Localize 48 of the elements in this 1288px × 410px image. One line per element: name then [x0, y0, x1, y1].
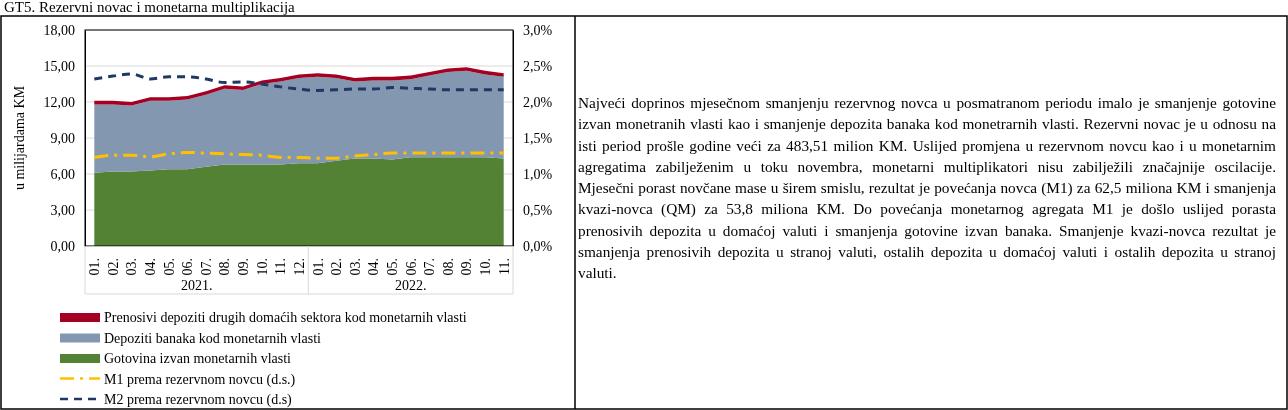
x-tick-label: 10.	[477, 258, 493, 276]
text: Najveći doprinos mjesečnom smanjenju rezervnog novca u posmatranom periodu imalo je smanjenje gotovine izvan monetranih vlasti kao i smanjenje depozita banaka kod monetrarnih vlasti. Rezervni novac je u odnosu na isti period prošle godine veći za 483,51 milion KM. Uslijed promjena u rezervnom novcu kao i u monetarnim agregatima zabilježenim u toku novembra, monetarni multiplikatori nisu zabilježili značajnije oscilacije. Mjesečni porast novčane mase u širem smislu, rezultat je povećanja novca (M1) za 62,5 miliona KM i smanjenja kvazi-novca (QM) za 53,8 miliona KM. Do povećanja monetarnog agregata M1 je došlo uslijed porasta prenosivih depozita u domaćoj valuti i smanjenja gotovine izvan banaka. Smanjenje kvazi-novca rezultat je smanjenja prenosivih depozita u stranoj valuti, ostalih depozita u domaćoj valuti i ostalih depozita u stranoj valuti.	[578, 94, 1276, 282]
x-tick-label: 03.	[124, 258, 140, 276]
text: 2022.	[394, 278, 427, 293]
x-tick-label: 04.	[143, 258, 159, 276]
y2-tick-label: 0,0%	[523, 238, 553, 254]
x-tick-label: 06.	[403, 258, 419, 276]
x-tick-label: 03.	[347, 258, 363, 276]
x-tick-label: 10.	[254, 258, 270, 276]
x-tick-label: 08.	[217, 258, 233, 276]
y-tick-label: 9,00	[50, 130, 75, 146]
x-tick-label: 02.	[329, 258, 345, 276]
x-tick-label: 07.	[422, 258, 438, 276]
x-tick-label: 11.	[273, 258, 289, 275]
y-tick-label: 3,00	[50, 202, 75, 218]
x-tick-label: 01.	[87, 258, 103, 276]
legend-label: Prenosivi depoziti drugih domaćih sektora kod monetarnih vlasti	[104, 310, 467, 325]
x-tick-label: 09.	[459, 258, 475, 276]
legend-label: M1 prema rezervnom novcu (d.s.)	[104, 371, 296, 388]
y2-tick-label: 2,5%	[523, 58, 553, 74]
text: 2021.	[180, 278, 213, 293]
x-tick-label: 01.	[310, 258, 326, 276]
x-tick-label: 05.	[384, 258, 400, 276]
chart-title: GT5. Rezervni novac i monetarna multiplikacija	[4, 0, 296, 15]
y2-tick-label: 1,0%	[523, 166, 553, 182]
legend-label: M2 prema rezervnom novcu (d.s)	[104, 392, 293, 408]
y2-tick-label: 0,5%	[523, 202, 553, 218]
x-tick-label: 11.	[496, 258, 512, 275]
x-tick-label: 12.	[291, 258, 307, 276]
y-tick-label: 6,00	[50, 166, 75, 182]
x-tick-label: 08.	[440, 258, 456, 276]
legend-label: Depoziti banaka kod monetarnih vlasti	[104, 330, 322, 346]
x-tick-label: 05.	[161, 258, 177, 276]
y2-tick-label: 2,0%	[523, 94, 553, 110]
legend-label: Gotovina izvan monetarnih vlasti	[104, 351, 292, 366]
x-tick-label: 09.	[236, 258, 252, 276]
y2-tick-label: 3,0%	[523, 22, 553, 38]
y-tick-label: 15,00	[43, 58, 75, 74]
x-tick-label: 02.	[105, 258, 121, 276]
x-tick-label: 07.	[198, 258, 214, 276]
y-tick-label: 18,00	[43, 22, 75, 38]
y-tick-label: 0,00	[50, 238, 75, 254]
y-axis-title: u milijardama KM	[12, 85, 27, 191]
x-tick-label: 04.	[366, 258, 382, 276]
x-tick-label: 06.	[180, 258, 196, 276]
line-series	[92, 72, 506, 92]
y2-tick-label: 1,5%	[523, 130, 553, 146]
y-tick-label: 12,00	[43, 94, 75, 110]
